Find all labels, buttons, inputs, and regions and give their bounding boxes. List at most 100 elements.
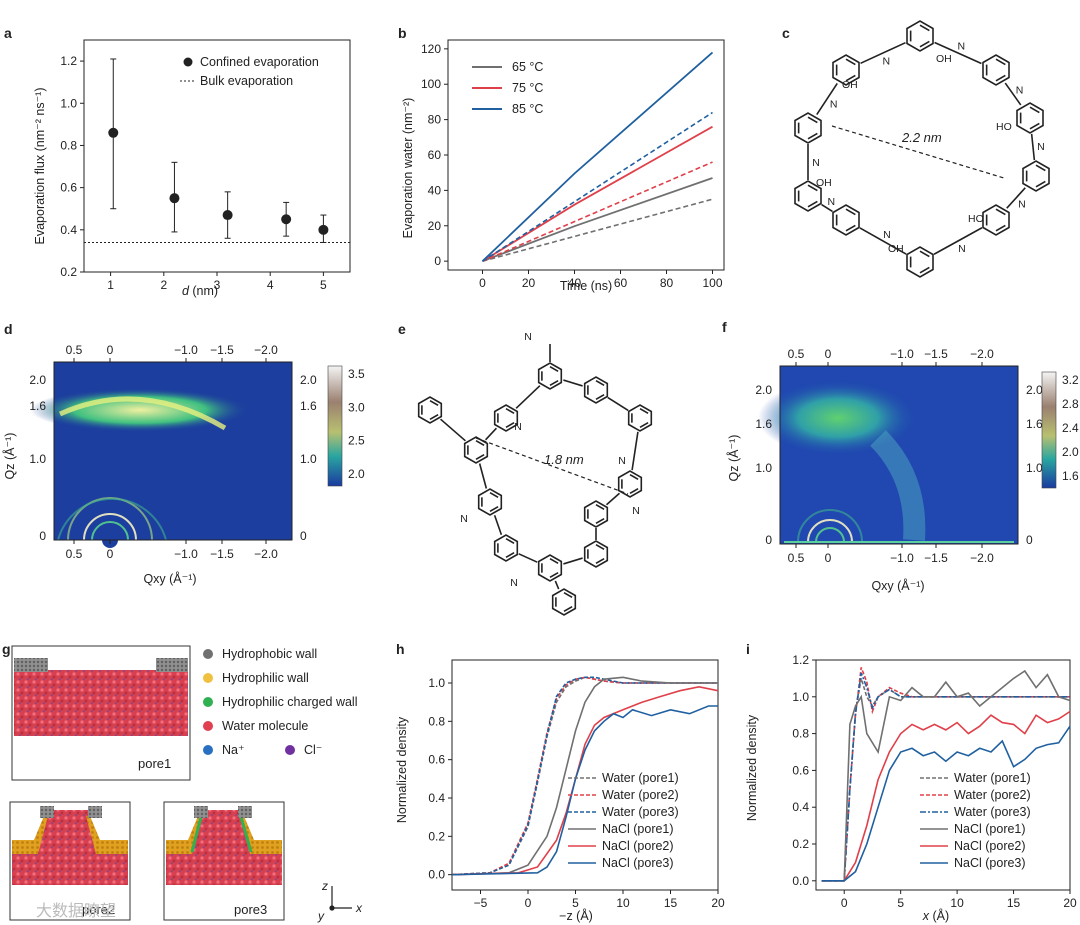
panel-h-legend: Water (pore1) Water (pore2) Water (pore3) N… — [568, 771, 679, 870]
benzene-ring — [794, 112, 822, 144]
aromatic-bond — [639, 421, 649, 429]
legend-label: Water (pore2) — [954, 788, 1031, 802]
colorbar-tick-label: 2.4 — [1062, 421, 1079, 435]
y-tick-label: 0.6 — [60, 181, 77, 195]
density-curve — [821, 669, 1071, 882]
right-tick-label: 0 — [300, 529, 307, 543]
panel-b-xlabel: Time (ns) — [560, 279, 612, 293]
c-oh-4: OH — [888, 243, 904, 255]
f-ylabel: Qz (Å⁻¹) — [726, 435, 741, 482]
density-curve — [821, 725, 1071, 882]
d-axis-ticks: 0.5 0 −1.0 −1.5 −2.0 0.5 0 −1.0 −1.5 −2.0 2.0 1.6 1.… — [29, 343, 317, 561]
imine-n: N — [1016, 84, 1024, 96]
d-colorbar — [327, 365, 343, 487]
top-tick-label: 0 — [107, 343, 114, 357]
x-tick-label: 15 — [1007, 896, 1021, 910]
legend-label: Water (pore1) — [602, 771, 679, 785]
y-tick-label: 1.0 — [428, 676, 445, 690]
bond — [554, 580, 560, 590]
colorbar-tick-label: 2.0 — [1062, 445, 1079, 459]
bond — [440, 418, 466, 442]
c-ho-2: HO — [968, 213, 984, 225]
benzene-ring — [1022, 160, 1050, 192]
legend-label: NaCl (pore1) — [954, 822, 1026, 836]
aromatic-bond — [845, 74, 856, 82]
aromatic-bond — [475, 439, 485, 447]
aromatic-bond — [505, 407, 515, 415]
bottom-tick-label: 0 — [107, 547, 114, 561]
legend-water: Water molecule — [222, 719, 308, 733]
y-tick-label: 1.0 — [792, 690, 809, 704]
y-tick-label: 20 — [428, 219, 442, 233]
aromatic-bond — [475, 453, 485, 461]
x-tick-label: 80 — [660, 276, 674, 290]
aromatic-bond — [629, 487, 639, 495]
bond — [484, 427, 498, 441]
panel-h-plot: −5 0 5 10 15 20 0.0 0.2 0.4 0.6 0.8 1.0 — [428, 659, 725, 910]
bond — [1030, 133, 1036, 161]
legend-65: 65 °C — [512, 60, 543, 74]
x-tick-label: 10 — [616, 896, 630, 910]
benzene-ring — [463, 436, 489, 464]
right-tick-label: 2.0 — [300, 373, 317, 387]
bond — [607, 396, 629, 412]
aromatic-bond — [919, 24, 930, 32]
top-tick-label: −1.0 — [174, 343, 198, 357]
legend-label: Water (pore3) — [954, 805, 1031, 819]
bond — [816, 82, 838, 116]
x-tick-label: 0 — [479, 276, 486, 290]
aromatic-bond — [489, 491, 499, 499]
aromatic-bond — [595, 543, 605, 551]
aromatic-bond — [845, 58, 856, 66]
colorbar-tick-label: 2.8 — [1062, 397, 1079, 411]
y-tick-label: 0 — [434, 254, 441, 268]
panel-g: g pore1 pore2 pore3 Hydrophobic wall Hyd… — [2, 641, 363, 923]
x-tick-label: 40 — [568, 276, 582, 290]
imine-n: N — [1037, 141, 1045, 153]
series-line-dashed — [482, 111, 713, 262]
y-tick-label: 0.6 — [792, 763, 809, 777]
benzene-ring — [1016, 102, 1044, 134]
benzene-ring — [832, 204, 860, 236]
y-tick-label: 0.6 — [428, 753, 445, 767]
aromatic-bond — [1035, 180, 1046, 188]
axis-y: y — [317, 909, 325, 923]
panel-h: h −5 0 5 10 15 20 0.0 0.2 0.4 0.6 0.8 1.0 Water (po… — [395, 641, 725, 923]
c-ho-1: HO — [996, 121, 1012, 133]
benzene-ring — [906, 246, 934, 278]
left-tick-label: 1.0 — [29, 452, 46, 466]
c-oh-3: OH — [816, 177, 832, 189]
panel-g-legend: Hydrophobic wall Hydrophilic wall Hydrop… — [203, 647, 357, 757]
bond — [631, 431, 639, 471]
legend-label: NaCl (pore2) — [602, 839, 674, 853]
bond — [605, 492, 621, 506]
benzene-ring — [627, 404, 653, 432]
bond — [478, 463, 488, 489]
benzene-ring — [493, 534, 519, 562]
aromatic-bond — [563, 605, 573, 613]
aromatic-bond — [995, 208, 1006, 216]
heatmap-frame — [53, 361, 293, 541]
aromatic-bond — [549, 379, 559, 387]
panel-g-label: g — [2, 641, 11, 657]
benzene-ring — [794, 180, 822, 212]
aromatic-bond — [919, 250, 930, 258]
bond — [860, 41, 906, 65]
right-tick-label: 0 — [1026, 533, 1033, 547]
aromatic-bond — [505, 537, 515, 545]
f-low-q-rings — [784, 509, 1014, 543]
imine-n: N — [883, 55, 891, 67]
y-tick-label: 120 — [421, 42, 441, 56]
bond — [563, 557, 583, 565]
data-point — [222, 210, 233, 221]
pore1-snapshot: pore1 — [11, 645, 191, 781]
panel-i: i 0 5 10 15 20 0.0 0.2 0.4 0.6 0.8 1.0 1.2 Water (p… — [745, 641, 1077, 923]
bottom-tick-label: −1.5 — [210, 547, 234, 561]
axes-frame — [447, 39, 725, 271]
y-tick-label: 0.8 — [792, 727, 809, 741]
legend-label: Water (pore1) — [954, 771, 1031, 785]
x-tick-label: 100 — [702, 276, 722, 290]
axes-frame — [451, 659, 719, 891]
right-tick-label: 1.0 — [300, 452, 317, 466]
bottom-tick-label: 0 — [825, 551, 832, 565]
